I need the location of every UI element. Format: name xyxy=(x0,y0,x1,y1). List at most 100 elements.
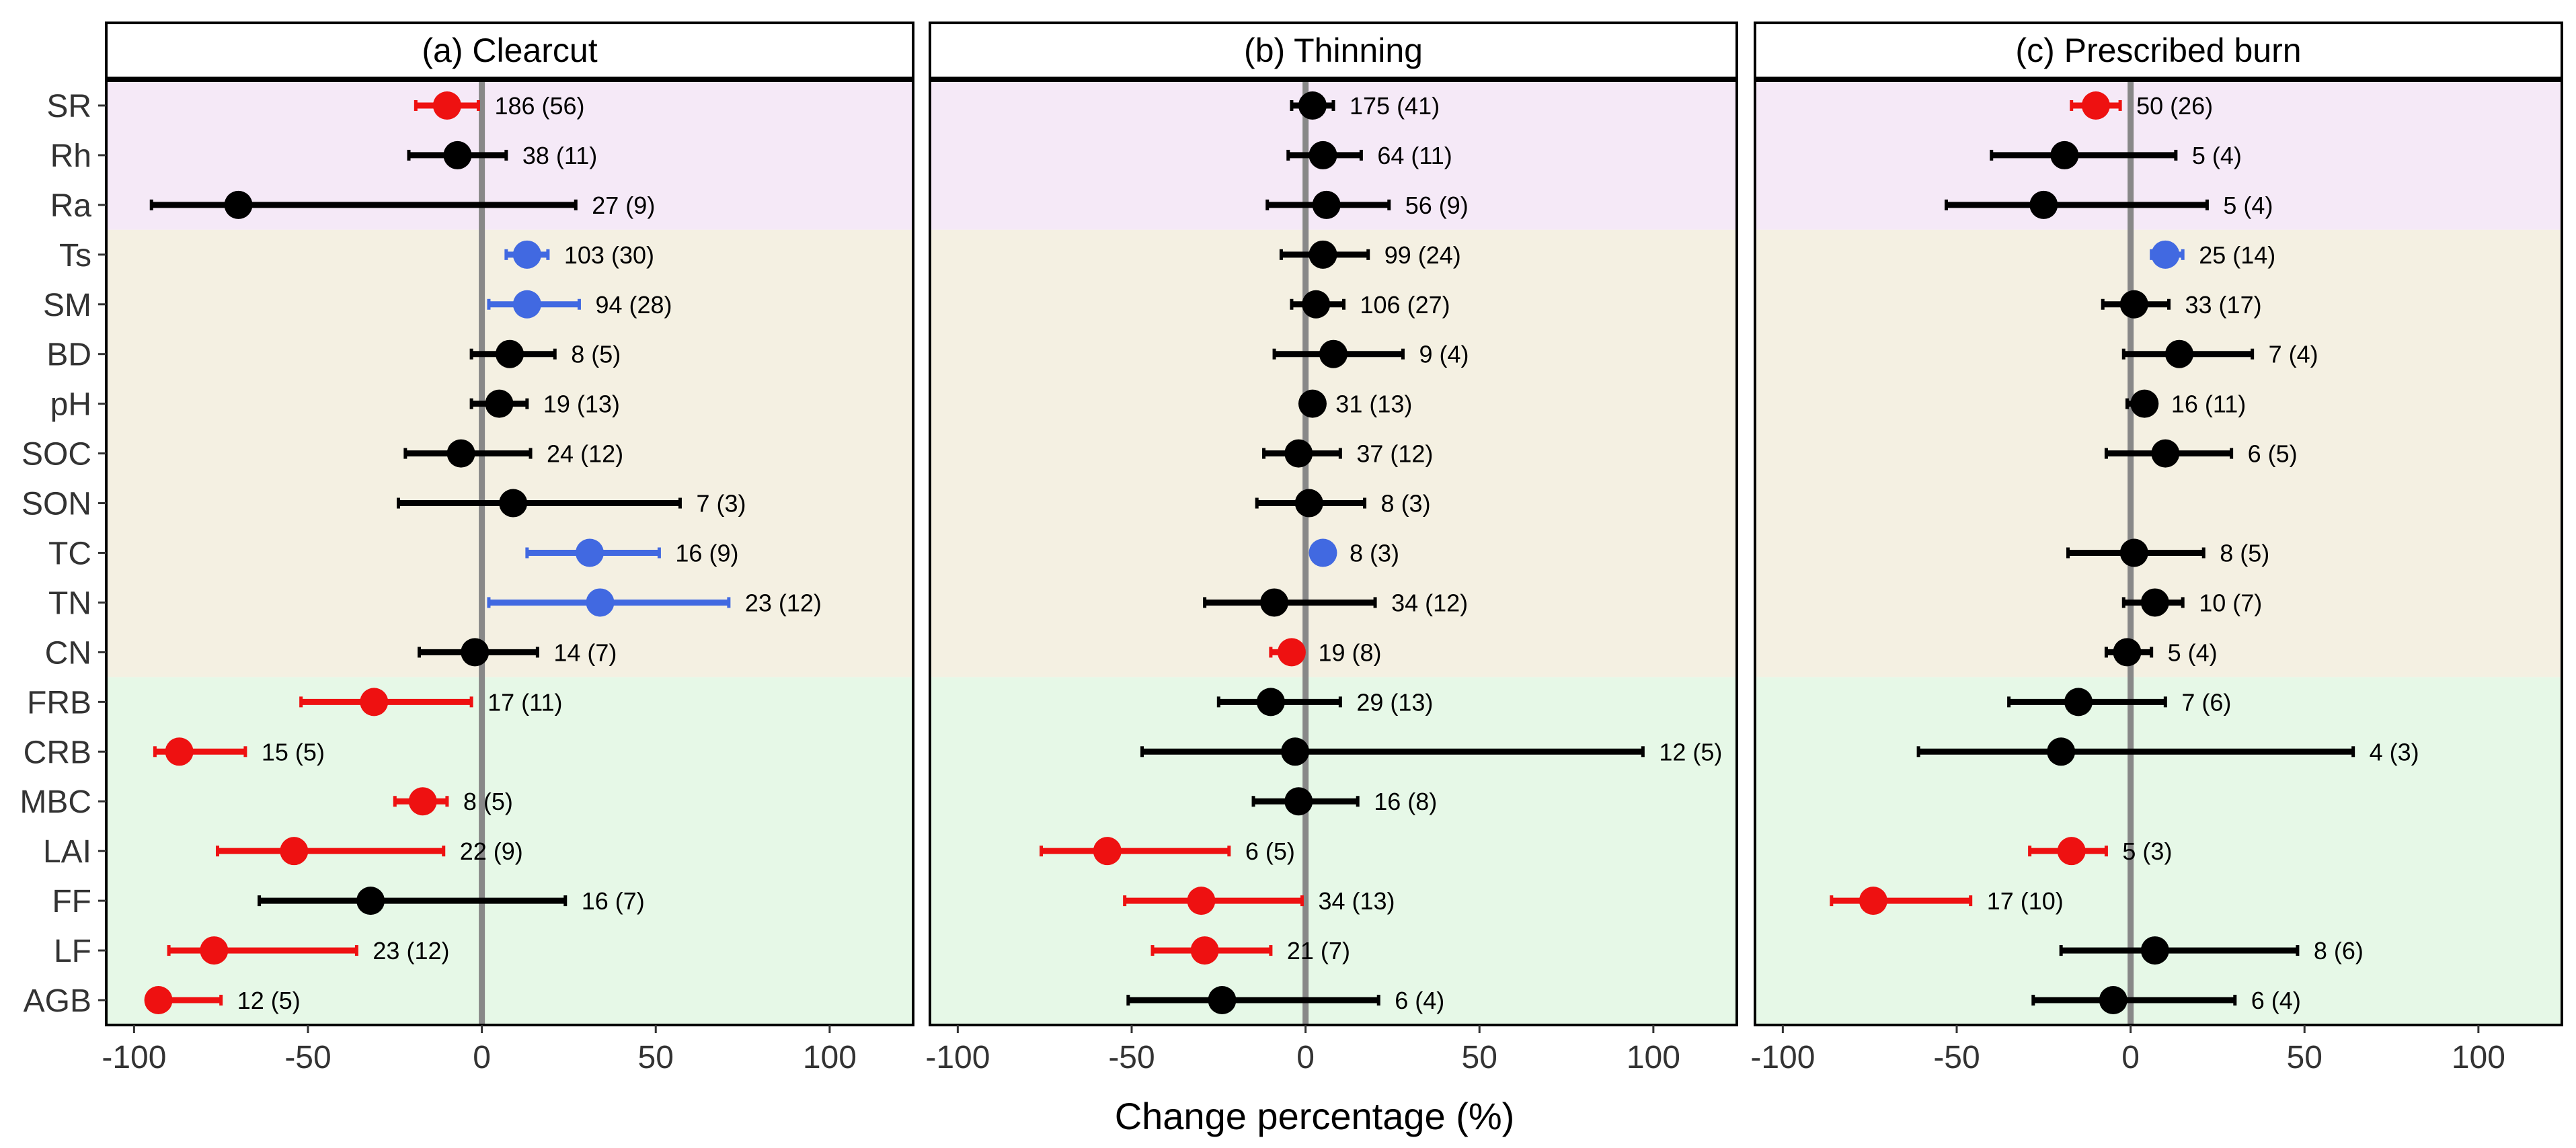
point-sm xyxy=(2119,290,2148,319)
point-ff xyxy=(1187,887,1216,915)
point-ph xyxy=(2130,389,2159,418)
panel-title: (b) Thinning xyxy=(1244,32,1423,69)
y-tick-label-lai: LAI xyxy=(43,834,91,870)
point-tc xyxy=(2119,538,2148,567)
data-label-sm: 106 (27) xyxy=(1360,291,1450,319)
x-tick-label: -100 xyxy=(925,1040,990,1075)
data-label-lai: 5 (3) xyxy=(2122,837,2172,865)
point-tc xyxy=(575,538,604,567)
point-lf xyxy=(200,936,229,965)
point-agb xyxy=(2099,986,2128,1015)
data-label-tn: 23 (12) xyxy=(745,589,822,616)
point-ra xyxy=(224,190,253,219)
point-bd xyxy=(2165,339,2194,368)
x-tick-label: 100 xyxy=(803,1040,857,1075)
panel-2: (b) Thinning 175 (41) 64 (11) 56 (9) 99 (24)… xyxy=(925,22,1738,1075)
panel-title: (c) Prescribed burn xyxy=(2015,32,2301,69)
point-bd xyxy=(496,339,524,368)
point-sm xyxy=(512,290,541,319)
data-label-agb: 6 (4) xyxy=(1395,987,1444,1014)
point-frb xyxy=(1256,688,1285,716)
data-label-ff: 34 (13) xyxy=(1318,887,1395,915)
point-frb xyxy=(2064,688,2093,716)
data-label-bd: 7 (4) xyxy=(2269,341,2318,368)
x-tick-label: -50 xyxy=(1933,1040,1980,1075)
point-sr xyxy=(2081,91,2110,120)
data-label-lai: 22 (9) xyxy=(460,837,523,865)
data-label-crb: 4 (3) xyxy=(2370,738,2419,766)
point-ts xyxy=(2151,240,2180,269)
data-label-ra: 5 (4) xyxy=(2223,192,2273,219)
panel-strip xyxy=(105,22,914,79)
point-agb xyxy=(1208,986,1237,1015)
data-label-ts: 99 (24) xyxy=(1384,241,1461,269)
data-label-son: 7 (3) xyxy=(696,490,746,518)
point-sm xyxy=(1302,290,1331,319)
data-label-cn: 14 (7) xyxy=(553,639,617,666)
y-tick-label-frb: FRB xyxy=(27,685,91,721)
panel-3: (c) Prescribed burn 50 (26) 5 (4) 5 (4) 25 (… xyxy=(1750,22,2563,1075)
point-cn xyxy=(461,638,490,667)
x-tick-label: 50 xyxy=(638,1040,674,1075)
data-label-tn: 10 (7) xyxy=(2199,589,2262,616)
y-tick-label-son: SON xyxy=(22,487,91,522)
data-label-sr: 175 (41) xyxy=(1350,92,1440,120)
data-label-crb: 15 (5) xyxy=(262,738,325,766)
y-tick-label-tn: TN xyxy=(48,585,91,621)
point-tn xyxy=(1260,588,1289,617)
y-tick-label-ph: pH xyxy=(50,387,91,423)
point-rh xyxy=(2050,140,2079,169)
y-tick-label-sr: SR xyxy=(46,89,91,124)
y-tick-label-tc: TC xyxy=(48,536,91,572)
point-cn xyxy=(1277,638,1306,667)
point-ph xyxy=(1298,389,1327,418)
y-tick-label-ra: Ra xyxy=(50,188,92,224)
point-agb xyxy=(144,986,173,1015)
data-label-lf: 8 (6) xyxy=(2314,937,2364,965)
point-tn xyxy=(586,588,615,617)
point-soc xyxy=(1284,439,1313,468)
data-label-sm: 94 (28) xyxy=(595,291,672,319)
point-ph xyxy=(485,389,514,418)
point-lf xyxy=(1190,936,1219,965)
data-label-cn: 19 (8) xyxy=(1318,639,1381,666)
data-label-bd: 8 (5) xyxy=(571,341,621,368)
data-label-sm: 33 (17) xyxy=(2185,291,2262,319)
point-lai xyxy=(2057,837,2086,866)
point-son xyxy=(1294,489,1323,518)
point-mbc xyxy=(408,787,437,816)
data-label-lf: 23 (12) xyxy=(373,937,449,965)
y-tick-label-ts: Ts xyxy=(59,238,91,274)
data-label-soc: 37 (12) xyxy=(1356,440,1433,468)
y-tick-label-soc: SOC xyxy=(22,437,91,473)
data-label-rh: 38 (11) xyxy=(522,142,597,169)
data-label-sr: 186 (56) xyxy=(494,92,584,120)
point-lai xyxy=(1093,837,1122,866)
data-label-cn: 5 (4) xyxy=(2168,639,2218,666)
point-lf xyxy=(2140,936,2169,965)
x-tick-label: -50 xyxy=(1108,1040,1155,1075)
data-label-ff: 17 (10) xyxy=(1987,887,2064,915)
panel-strip xyxy=(1754,22,2563,79)
point-mbc xyxy=(1284,787,1313,816)
x-tick-label: 0 xyxy=(1296,1040,1315,1075)
y-tick-label-agb: AGB xyxy=(24,983,91,1019)
y-tick-label-crb: CRB xyxy=(24,735,91,770)
x-tick-label: -100 xyxy=(1750,1040,1815,1075)
point-lai xyxy=(280,837,309,866)
data-label-tc: 16 (9) xyxy=(675,540,738,567)
y-tick-label-mbc: MBC xyxy=(19,784,91,820)
data-label-ra: 27 (9) xyxy=(592,192,655,219)
point-sr xyxy=(1298,91,1327,120)
panel-1: (a) Clearcut 186 (56) 38 (11) 27 (9) 103 (30… xyxy=(102,22,914,1075)
data-label-ts: 25 (14) xyxy=(2199,241,2275,269)
data-label-frb: 29 (13) xyxy=(1356,688,1433,716)
y-tick-label-ff: FF xyxy=(52,884,91,919)
point-sr xyxy=(432,91,461,120)
data-label-ph: 16 (11) xyxy=(2171,391,2246,418)
data-label-ph: 19 (13) xyxy=(543,391,620,418)
point-ts xyxy=(1309,240,1337,269)
x-axis-title: Change percentage (%) xyxy=(1115,1095,1515,1137)
